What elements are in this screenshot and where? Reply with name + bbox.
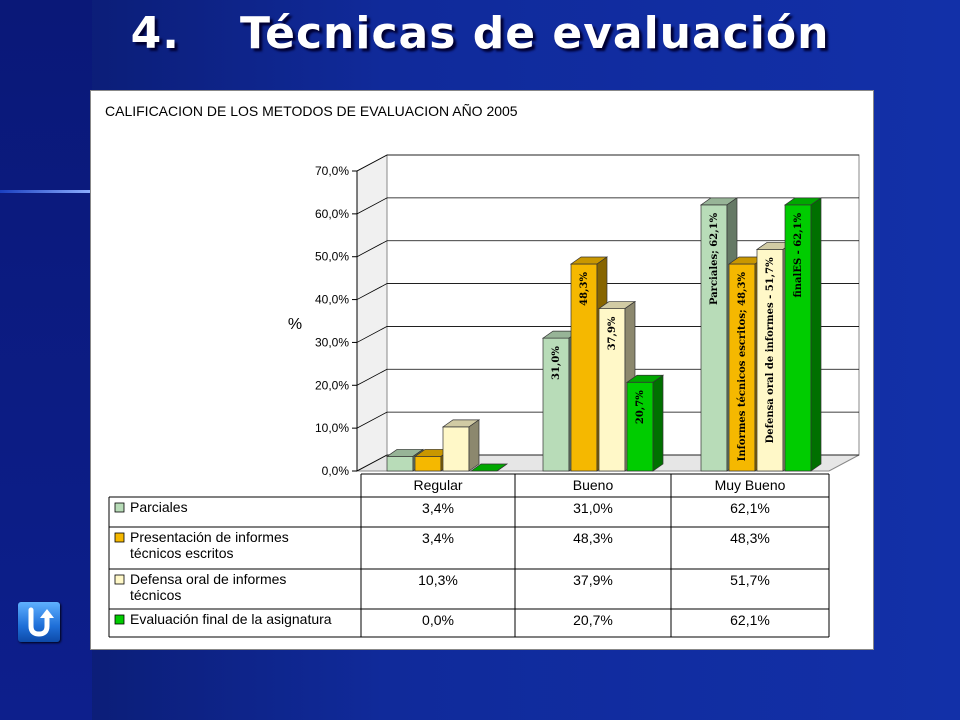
chart-panel: CALIFICACION DE LOS METODOS DE EVALUACIO… — [90, 90, 874, 650]
table-cell: 0,0% — [422, 612, 454, 628]
bar-data-label: 48,3% — [579, 272, 590, 306]
y-tick-label: 70,0% — [315, 164, 349, 178]
bar-data-label: Defensa oral de informes - 51,7% — [765, 257, 776, 443]
bar-data-label: 37,9% — [607, 316, 618, 350]
gridline — [356, 197, 859, 215]
bar-side — [810, 197, 822, 472]
y-axis-label: % — [288, 316, 302, 333]
chart-svg: 0,0% 10,0% 20,0% 30,0% 40,0% 50,0% 60,0% 70,0%%… — [108, 154, 860, 638]
legend-label: Parciales — [130, 499, 188, 515]
table-cell: 31,0% — [573, 500, 613, 516]
bar-data-label: 20,7% — [635, 390, 646, 424]
slide-title-text: Técnicas de evaluación — [239, 8, 830, 59]
table-cell: 62,1% — [730, 500, 770, 516]
bar-data-label: finalES - 62,1% — [793, 212, 804, 297]
y-tick-label: 40,0% — [315, 293, 349, 307]
table-cell: 62,1% — [730, 612, 770, 628]
table-cell: 48,3% — [730, 530, 770, 546]
table-cell: 51,7% — [730, 572, 770, 588]
y-tick-label: 0,0% — [322, 464, 350, 478]
back-button[interactable] — [18, 602, 60, 642]
table-header-regular: Regular — [413, 477, 462, 493]
table-header-bueno: Bueno — [573, 477, 614, 493]
table-cell: 3,4% — [422, 530, 454, 546]
table-cell: 10,3% — [418, 572, 458, 588]
bar-data-label: Informes técnicos escritos; 48,3% — [737, 272, 748, 462]
table-cell: 37,9% — [573, 572, 613, 588]
legend-swatch — [114, 532, 125, 543]
bar-side — [468, 419, 480, 472]
bar-front — [598, 308, 626, 472]
accent-line — [0, 190, 92, 193]
y-tick-label: 10,0% — [315, 421, 349, 435]
y-tick-label: 20,0% — [315, 378, 349, 392]
bar-front — [570, 263, 598, 472]
table-header-muy-bueno: Muy Bueno — [715, 477, 786, 493]
y-tick-label: 30,0% — [315, 335, 349, 349]
legend-label: Evaluación final de la asignatura — [130, 611, 332, 627]
bar-side — [496, 463, 508, 472]
bar-data-label: Parciales; 62,1% — [709, 212, 720, 305]
legend-label: técnicos — [130, 587, 181, 603]
table-cell: 20,7% — [573, 612, 613, 628]
y-tick-label: 50,0% — [315, 250, 349, 264]
left-decor-strip — [0, 0, 92, 720]
slide-title: 4. Técnicas de evaluación — [0, 8, 960, 59]
table-cell: 48,3% — [573, 530, 613, 546]
gridline — [356, 154, 859, 172]
bar-front — [414, 456, 442, 472]
legend-swatch — [114, 574, 125, 585]
bar-front — [784, 204, 812, 472]
legend-label: Defensa oral de informes — [130, 571, 286, 587]
chart-side-wall — [356, 154, 388, 472]
table-cell: 3,4% — [422, 500, 454, 516]
legend-label: Presentación de informes — [130, 529, 289, 545]
legend-swatch — [114, 614, 125, 625]
legend-label: técnicos escritos — [130, 545, 233, 561]
bar-side — [652, 374, 664, 472]
y-tick-label: 60,0% — [315, 207, 349, 221]
bar-data-label: 31,0% — [551, 346, 562, 380]
bar-front — [442, 426, 470, 472]
u-turn-arrow-icon — [28, 607, 54, 637]
chart-title: CALIFICACION DE LOS METODOS DE EVALUACIO… — [105, 103, 518, 119]
bar-front — [386, 456, 414, 472]
legend-swatch — [114, 502, 125, 513]
slide-number: 4. — [130, 8, 180, 59]
